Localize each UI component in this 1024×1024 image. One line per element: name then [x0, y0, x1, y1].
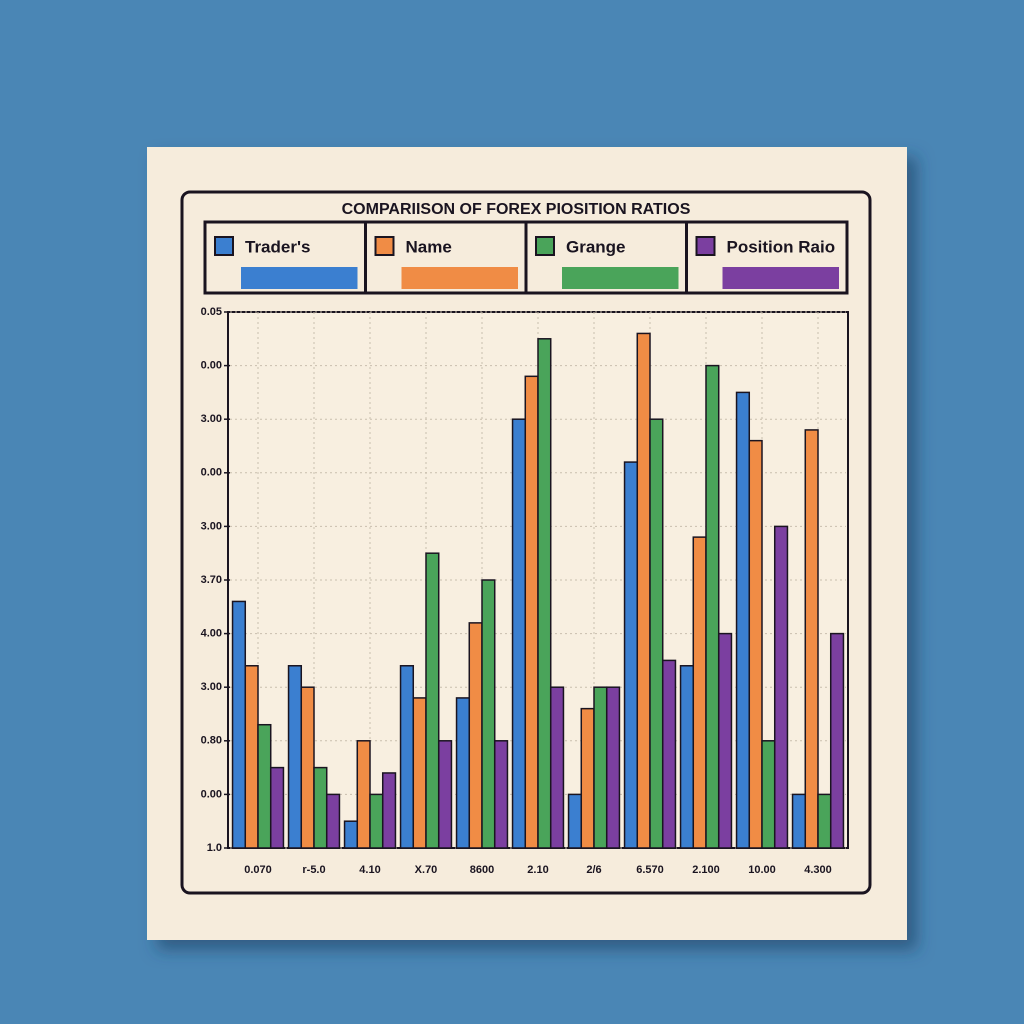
bar [437, 740, 453, 849]
bar [692, 536, 707, 849]
legend-label: Trader's [245, 237, 310, 256]
bar [748, 439, 763, 849]
bar [761, 740, 776, 849]
x-tick-label: r-5.0 [302, 864, 325, 876]
bar [468, 622, 483, 849]
y-tick-label: 1.0 [207, 842, 222, 854]
bar [817, 793, 832, 849]
x-tick-label: 2.10 [527, 864, 548, 876]
bar [425, 552, 440, 849]
bar [244, 665, 259, 849]
bar [804, 429, 819, 849]
bar [593, 686, 608, 849]
bar [300, 686, 315, 849]
bar [661, 659, 677, 849]
bar [381, 772, 397, 849]
x-tick-label: 4.10 [359, 864, 380, 876]
x-tick-label: X.70 [415, 864, 438, 876]
bar [399, 665, 415, 849]
bar [717, 632, 733, 849]
y-tick-label: 3.00 [201, 681, 222, 693]
bar [623, 461, 639, 849]
x-tick-label: 10.00 [748, 864, 776, 876]
bar [325, 793, 341, 849]
bar [567, 793, 583, 849]
legend-label: Position Raio [727, 237, 836, 256]
legend-bar [722, 267, 839, 289]
bar [356, 740, 371, 849]
y-tick-label: 3.70 [201, 574, 222, 586]
bar [231, 600, 247, 849]
bar [524, 375, 539, 849]
bar [269, 766, 285, 849]
x-tick-label: 0.070 [244, 864, 272, 876]
bar [580, 707, 595, 849]
y-tick-label: 0.00 [201, 788, 222, 800]
chart-title: COMPARIISON OF FOREX PIOSITION RATIOS [342, 201, 691, 218]
bar [511, 418, 527, 849]
bar [481, 579, 496, 849]
legend-swatch [214, 236, 234, 256]
bar [537, 338, 552, 849]
bar [829, 632, 845, 849]
legend-swatch [535, 236, 555, 256]
x-tick-label: 8600 [470, 864, 494, 876]
y-tick-label: 3.00 [201, 520, 222, 532]
bar [313, 766, 328, 849]
bar [679, 665, 695, 849]
bar [257, 723, 272, 849]
bar [412, 697, 427, 849]
legend-swatch [695, 236, 716, 256]
bar [636, 332, 651, 849]
bar [605, 686, 621, 849]
bar [343, 820, 359, 849]
frame [180, 190, 872, 895]
legend-bar [241, 267, 358, 289]
bar [493, 740, 509, 849]
y-tick-label: 0.05 [201, 306, 222, 318]
x-tick-label: 4.300 [804, 864, 832, 876]
bar [705, 364, 720, 849]
legend-swatch [374, 236, 395, 256]
bar [287, 665, 303, 849]
x-tick-label: 2.100 [692, 864, 720, 876]
legend-bar [401, 267, 518, 289]
legend-label: Grange [566, 237, 626, 256]
bar [649, 418, 664, 849]
bar [369, 793, 384, 849]
bar [791, 793, 807, 849]
y-tick-label: 0.00 [201, 360, 222, 372]
y-tick-label: 3.00 [201, 413, 222, 425]
legend-bar [562, 267, 679, 289]
bar [549, 686, 565, 849]
x-tick-label: 2/6 [586, 864, 601, 876]
x-tick-label: 6.570 [636, 864, 664, 876]
y-tick-label: 0.00 [201, 467, 222, 479]
legend-label: Name [406, 237, 452, 256]
y-tick-label: 0.80 [201, 735, 222, 747]
y-tick-label: 4.00 [201, 628, 222, 640]
bar [455, 697, 471, 849]
bar [773, 525, 789, 849]
bar [735, 391, 751, 849]
